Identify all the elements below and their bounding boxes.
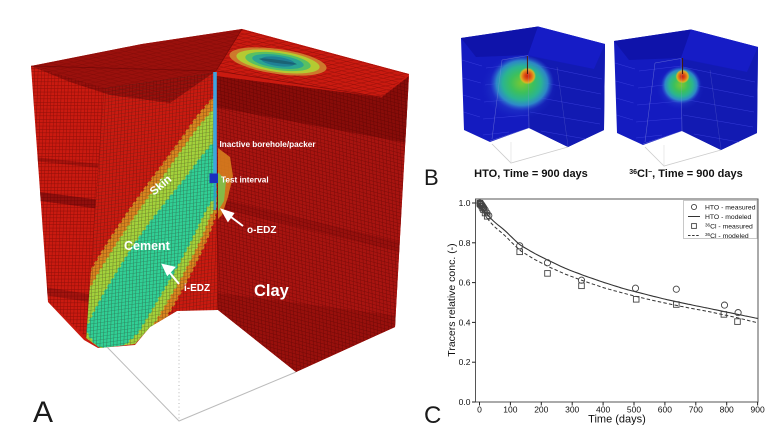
svg-text:300: 300 — [565, 405, 579, 415]
svg-text:0: 0 — [477, 405, 482, 415]
svg-text:Clay: Clay — [254, 282, 290, 300]
svg-text:36Cl - modeled: 36Cl - modeled — [705, 232, 749, 240]
svg-text:0.8: 0.8 — [459, 238, 471, 248]
svg-text:900: 900 — [751, 405, 765, 415]
svg-text:C: C — [424, 402, 441, 429]
svg-text:700: 700 — [689, 405, 703, 415]
svg-text:Tracers relative conc. (-): Tracers relative conc. (-) — [446, 243, 458, 356]
svg-text:0.0: 0.0 — [459, 397, 471, 407]
svg-text:0.4: 0.4 — [459, 317, 471, 327]
svg-text:0.2: 0.2 — [459, 357, 471, 367]
svg-text:100: 100 — [503, 405, 517, 415]
svg-text:36Cl - measured: 36Cl - measured — [705, 223, 753, 231]
svg-text:Cement: Cement — [124, 239, 171, 253]
svg-text:800: 800 — [720, 405, 734, 415]
svg-text:Time (days): Time (days) — [588, 414, 646, 426]
svg-text:36Cl−, Time = 900 days: 36Cl−, Time = 900 days — [629, 168, 743, 180]
svg-text:200: 200 — [534, 405, 548, 415]
svg-text:Test interval: Test interval — [221, 176, 269, 185]
svg-text:HTO - measured: HTO - measured — [705, 205, 756, 212]
svg-text:A: A — [33, 396, 53, 429]
svg-text:1.0: 1.0 — [459, 198, 471, 208]
svg-text:B: B — [424, 165, 439, 190]
svg-text:HTO - modeled: HTO - modeled — [705, 214, 752, 221]
svg-text:i-EDZ: i-EDZ — [184, 283, 210, 294]
svg-text:HTO, Time = 900 days: HTO, Time = 900 days — [474, 168, 588, 180]
svg-text:Inactive borehole/packer: Inactive borehole/packer — [220, 140, 317, 149]
svg-text:500: 500 — [627, 405, 641, 415]
svg-text:o-EDZ: o-EDZ — [247, 225, 276, 236]
svg-text:0.6: 0.6 — [459, 278, 471, 288]
svg-text:600: 600 — [658, 405, 672, 415]
svg-text:400: 400 — [596, 405, 610, 415]
